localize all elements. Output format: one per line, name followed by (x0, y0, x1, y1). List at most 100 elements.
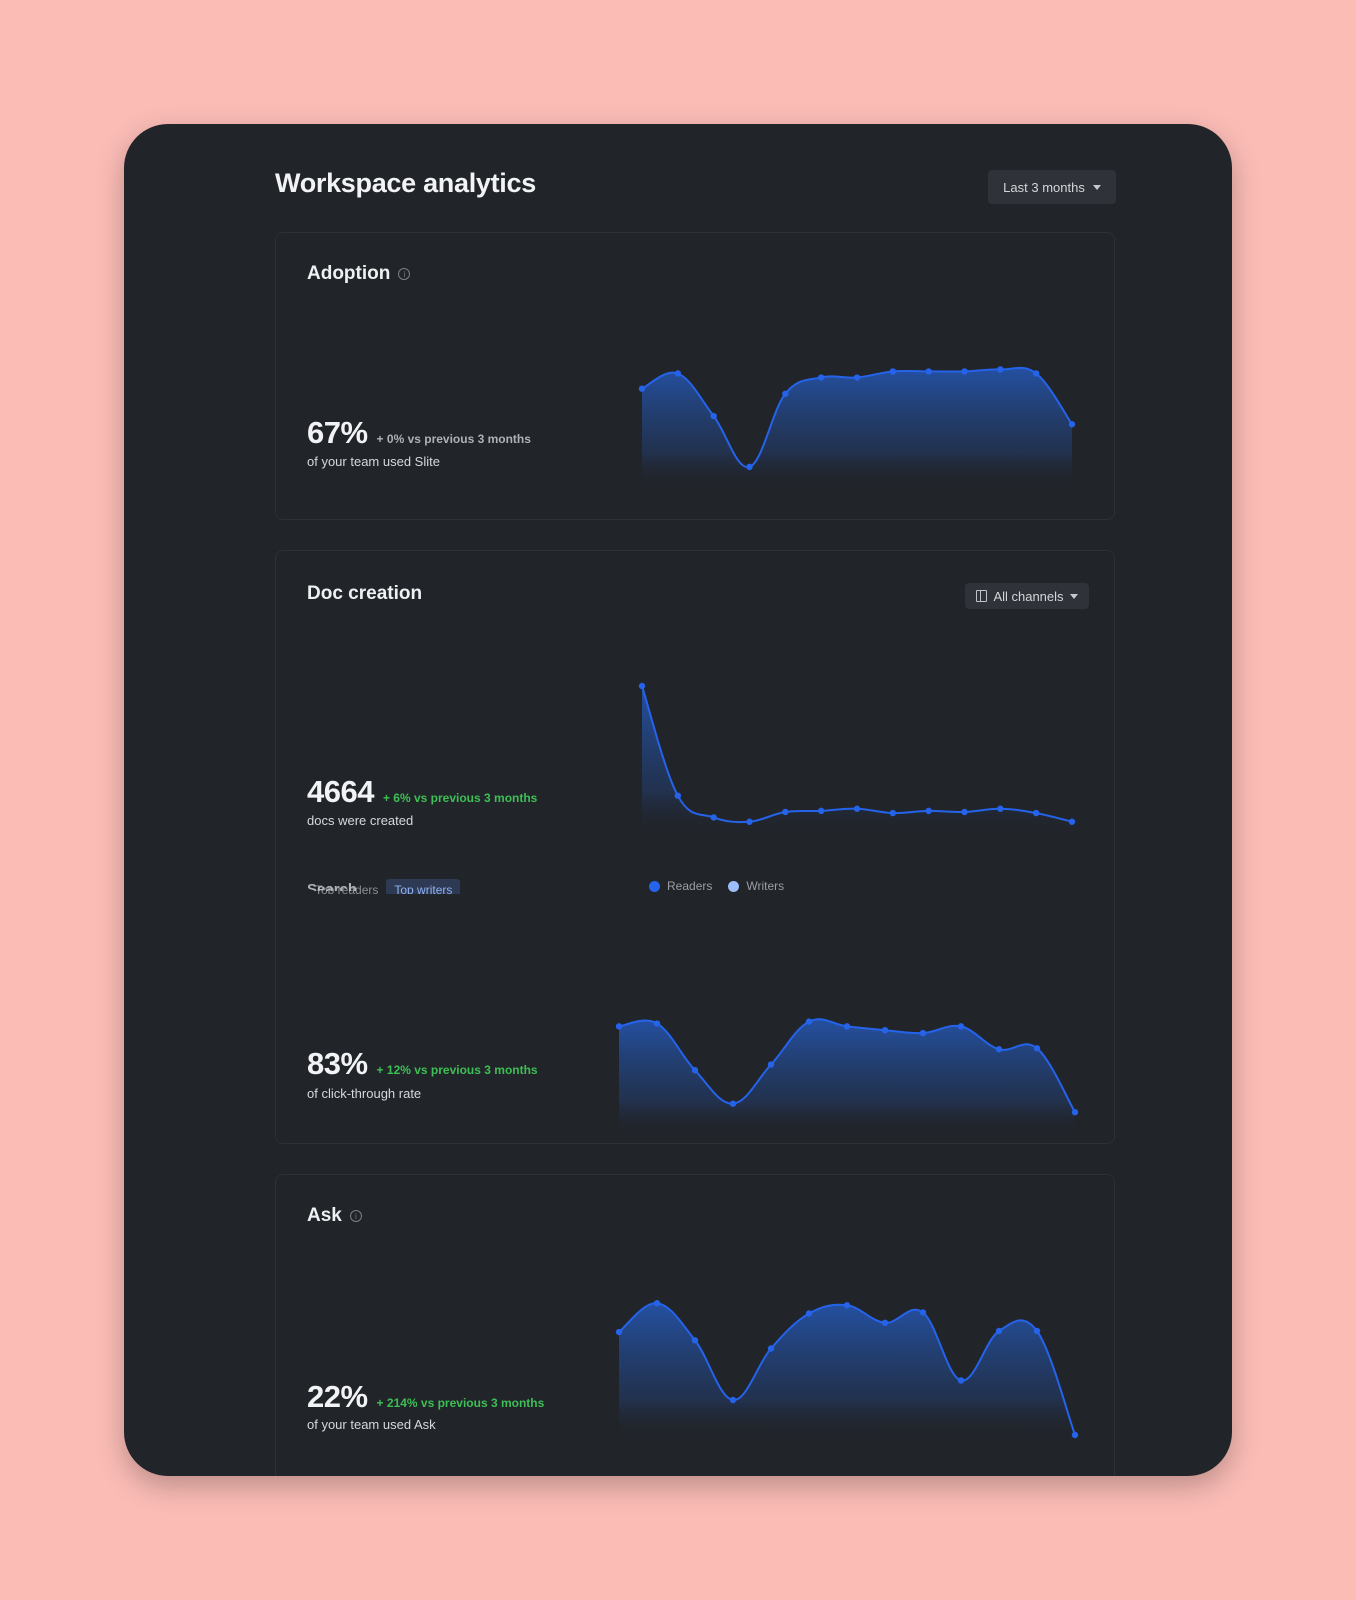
ask-card: Ask i 22% + 214% vs previous 3 months of… (275, 1174, 1115, 1476)
data-point[interactable] (997, 805, 1004, 812)
data-point[interactable] (729, 1396, 737, 1404)
data-point[interactable] (691, 1337, 699, 1344)
writers-dot-icon (728, 880, 740, 892)
data-point[interactable] (1032, 370, 1040, 377)
info-icon[interactable]: i (349, 1210, 362, 1222)
chevron-down-icon (1069, 593, 1078, 599)
data-point[interactable] (1068, 818, 1076, 825)
doc-creation-title: Doc creation (307, 583, 423, 604)
search-caption: of click-through rate (307, 1086, 422, 1101)
data-point[interactable] (957, 1023, 965, 1030)
data-point[interactable] (710, 412, 717, 420)
top-users-tabs: Top readers Top writers (307, 879, 461, 894)
ask-title-row: Ask i (307, 1205, 362, 1227)
data-point[interactable] (997, 366, 1004, 373)
data-point[interactable] (638, 385, 646, 392)
data-point[interactable] (961, 808, 968, 816)
data-point[interactable] (957, 1377, 965, 1384)
search-value: 83% (307, 1046, 368, 1081)
date-range-label: Last 3 months (1003, 179, 1085, 195)
data-point[interactable] (843, 1023, 851, 1030)
search-chart (615, 1018, 1079, 1137)
data-point[interactable] (1068, 421, 1076, 428)
data-point[interactable] (817, 807, 825, 815)
tab-top-readers[interactable]: Top readers (315, 883, 379, 894)
data-point[interactable] (729, 1100, 737, 1107)
search-delta: + 12% vs previous 3 months (376, 1063, 538, 1077)
data-point[interactable] (881, 1319, 889, 1326)
data-point[interactable] (853, 374, 861, 381)
legend-readers: Readers (649, 879, 712, 893)
data-point[interactable] (767, 1345, 775, 1352)
data-point[interactable] (843, 1302, 851, 1309)
data-point[interactable] (782, 390, 789, 397)
adoption-title-row: Adoption i (307, 263, 411, 285)
data-point[interactable] (674, 370, 682, 377)
chart-area-fill (642, 367, 1072, 489)
data-point[interactable] (925, 807, 932, 815)
ask-delta: + 214% vs previous 3 months (376, 1396, 545, 1410)
data-point[interactable] (961, 368, 968, 375)
data-point[interactable] (710, 814, 717, 821)
adoption-delta: + 0% vs previous 3 months (376, 432, 531, 446)
page-title: Workspace analytics (275, 168, 536, 198)
data-point[interactable] (674, 792, 682, 799)
doc-creation-caption: docs were created (307, 813, 414, 828)
doc-creation-value: 4664 (307, 774, 374, 809)
data-point[interactable] (615, 1328, 623, 1336)
data-point[interactable] (1071, 1431, 1079, 1439)
data-point[interactable] (805, 1018, 813, 1025)
data-point[interactable] (889, 368, 897, 375)
data-point[interactable] (881, 1027, 889, 1034)
data-point[interactable] (889, 809, 897, 817)
channels-label: All channels (993, 588, 1064, 604)
adoption-metric: 67% + 0% vs previous 3 months (307, 415, 531, 451)
search-metric: 83% + 12% vs previous 3 months (307, 1046, 538, 1082)
data-point[interactable] (1071, 1109, 1079, 1116)
data-point[interactable] (853, 805, 861, 812)
chevron-down-icon (1092, 184, 1101, 190)
analytics-window: Workspace analytics Last 3 months Adopti… (124, 124, 1232, 1476)
data-point[interactable] (653, 1300, 661, 1307)
chart-area-fill (642, 686, 1072, 837)
data-point[interactable] (1032, 809, 1040, 817)
data-point[interactable] (925, 368, 932, 375)
info-icon[interactable]: i (398, 268, 411, 280)
data-point[interactable] (746, 818, 753, 825)
ask-title: Ask (307, 1205, 342, 1226)
data-point[interactable] (746, 463, 753, 471)
tab-top-writers[interactable]: Top writers (386, 879, 461, 894)
date-range-dropdown[interactable]: Last 3 months (988, 170, 1116, 204)
data-point[interactable] (638, 682, 646, 690)
data-point[interactable] (995, 1327, 1003, 1335)
legend-readers-label: Readers (667, 879, 713, 893)
legend-writers: Writers (728, 879, 784, 893)
data-point[interactable] (691, 1067, 699, 1074)
adoption-value: 67% (307, 415, 368, 450)
data-point[interactable] (1033, 1327, 1041, 1335)
adoption-caption: of your team used Slite (307, 454, 440, 469)
data-point[interactable] (919, 1309, 927, 1316)
legend-writers-label: Writers (746, 879, 785, 893)
chart-legend: Readers Writers (649, 879, 784, 893)
ask-value: 22% (307, 1379, 368, 1414)
channel-icon (976, 590, 988, 602)
data-point[interactable] (817, 374, 825, 381)
doc-creation-chart (638, 682, 1076, 837)
adoption-card: Adoption i 67% + 0% vs previous 3 months… (275, 232, 1115, 520)
data-point[interactable] (995, 1046, 1003, 1053)
data-point[interactable] (782, 808, 789, 816)
data-point[interactable] (1033, 1045, 1041, 1052)
channels-dropdown[interactable]: All channels (965, 583, 1089, 609)
doc-creation-delta: + 6% vs previous 3 months (382, 791, 538, 805)
series-line (641, 685, 1073, 824)
data-point[interactable] (615, 1023, 623, 1030)
adoption-chart (638, 366, 1076, 489)
data-point[interactable] (805, 1310, 813, 1317)
data-point[interactable] (919, 1029, 927, 1037)
search-title: Search (307, 881, 358, 891)
ask-caption: of your team used Ask (307, 1417, 436, 1432)
data-point[interactable] (653, 1020, 661, 1027)
readers-dot-icon (649, 880, 660, 892)
data-point[interactable] (767, 1061, 775, 1068)
